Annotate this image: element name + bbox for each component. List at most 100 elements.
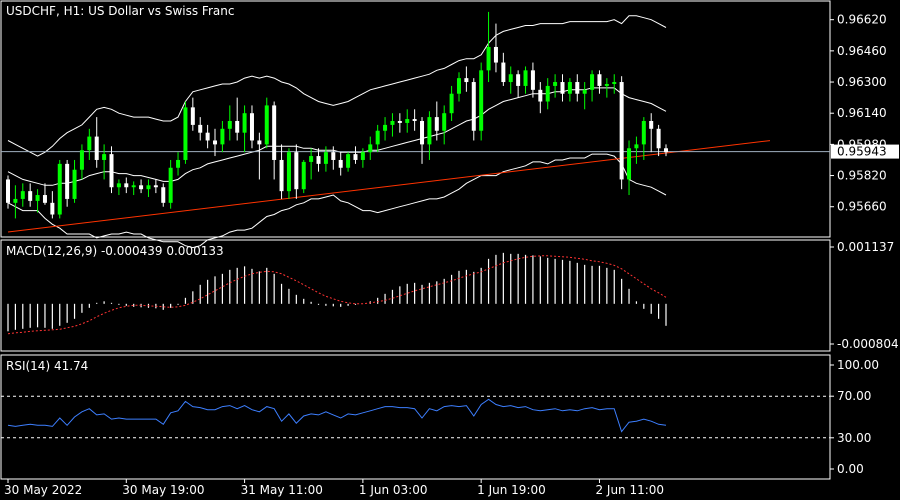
current-price-label: 0.95943 <box>837 145 887 159</box>
candle-body <box>227 121 232 129</box>
rsi-axis-label: 100.00 <box>837 358 879 372</box>
candle-body <box>656 128 661 149</box>
bollinger-upper-line <box>7 15 667 157</box>
candle-body <box>242 113 247 133</box>
candle-body <box>486 46 491 71</box>
candle-body <box>198 124 203 133</box>
candle-body <box>427 117 432 145</box>
candle-body <box>464 78 469 83</box>
candle-body <box>604 83 609 86</box>
candle-body <box>501 62 506 83</box>
candle-body <box>508 74 513 83</box>
candle-body <box>538 89 543 102</box>
candle-body <box>94 136 99 160</box>
bollinger-lower-line <box>7 153 667 249</box>
time-axis-label: 31 May 11:00 <box>241 483 323 497</box>
candle-body <box>50 202 55 215</box>
candle-body <box>102 154 107 160</box>
candle-body <box>153 185 158 188</box>
candle-body <box>168 167 173 203</box>
candle-body <box>272 105 277 160</box>
bollinger-middle-line <box>7 87 667 186</box>
price-axis-label: 0.96140 <box>837 106 887 120</box>
candle-body <box>235 121 240 133</box>
candle-body <box>28 191 33 201</box>
candle-body <box>338 159 343 168</box>
candle-body <box>146 185 151 190</box>
candle-body <box>13 198 18 203</box>
candle-body <box>412 119 417 121</box>
macd-axis-label: 0.001137 <box>837 240 894 254</box>
candle-body <box>567 82 572 94</box>
candle-body <box>353 154 358 160</box>
rsi-axis-label: 0.00 <box>837 462 864 476</box>
candle-body <box>346 154 351 168</box>
candle-body <box>523 70 528 86</box>
axes: 0.966200.964600.963000.961400.959800.958… <box>4 13 899 497</box>
candle-body <box>405 119 410 123</box>
candle-body <box>220 128 225 145</box>
price-axis-label: 0.95820 <box>837 169 887 183</box>
candle-body <box>331 152 336 160</box>
candle-body <box>87 136 92 151</box>
candle-body <box>257 140 262 145</box>
rsi-axis-label: 70.00 <box>837 389 871 403</box>
candle-body <box>442 113 447 131</box>
candle-body <box>301 161 306 190</box>
candle-body <box>139 185 144 190</box>
price-panel-frame <box>0 0 831 238</box>
candle-body <box>471 82 476 131</box>
candle-body <box>420 121 425 145</box>
candle-body <box>316 156 321 164</box>
candle-body <box>479 70 484 131</box>
candle-body <box>161 187 166 203</box>
candle-body <box>213 140 218 145</box>
candle-body <box>649 121 654 129</box>
candle-body <box>597 74 602 86</box>
time-axis-label: 30 May 19:00 <box>122 483 204 497</box>
macd-axis-label: -0.000804 <box>837 337 899 351</box>
candle-body <box>176 159 181 168</box>
candle-body <box>124 183 129 188</box>
rsi-panel-frame <box>0 354 831 480</box>
candle-body <box>249 113 254 141</box>
candle-body <box>530 70 535 90</box>
price-panel[interactable] <box>1 11 830 249</box>
price-axis-label: 0.96460 <box>837 44 887 58</box>
candle-body <box>545 85 550 102</box>
macd-signal-line <box>7 255 667 335</box>
macd-panel-frame <box>0 239 831 352</box>
candle-body <box>397 121 402 123</box>
candle-body <box>493 46 498 63</box>
candle-body <box>309 156 314 162</box>
candle-body <box>6 179 10 203</box>
candle-body <box>35 195 40 201</box>
candle-body <box>575 82 580 94</box>
candle-body <box>57 163 62 215</box>
symbol-label: USDCHF, H1: US Dollar vs Swiss Franc <box>6 4 234 18</box>
current-price-box <box>831 144 899 159</box>
candle-body <box>109 154 114 188</box>
rsi-panel[interactable] <box>1 395 830 439</box>
candle-body <box>294 152 299 190</box>
rsi-line <box>7 398 667 433</box>
candle-body <box>383 124 388 131</box>
macd-panel[interactable] <box>7 252 667 335</box>
candle-body <box>590 74 595 90</box>
candle-body <box>360 152 365 160</box>
candle-body <box>368 144 373 153</box>
candle-body <box>641 121 646 145</box>
candle-body <box>449 93 454 114</box>
candle-body <box>79 150 84 170</box>
time-axis-label: 30 May 2022 <box>4 483 82 497</box>
candle-body <box>205 132 210 141</box>
candle-body <box>664 148 668 153</box>
candle-body <box>634 144 639 149</box>
candle-body <box>65 163 70 199</box>
time-axis-label: 1 Jun 03:00 <box>359 483 428 497</box>
candle-body <box>116 183 121 188</box>
candle-body <box>434 117 439 131</box>
price-axis-label: 0.96620 <box>837 13 887 27</box>
macd-label: MACD(12,26,9) -0.000439 0.000133 <box>6 244 224 258</box>
